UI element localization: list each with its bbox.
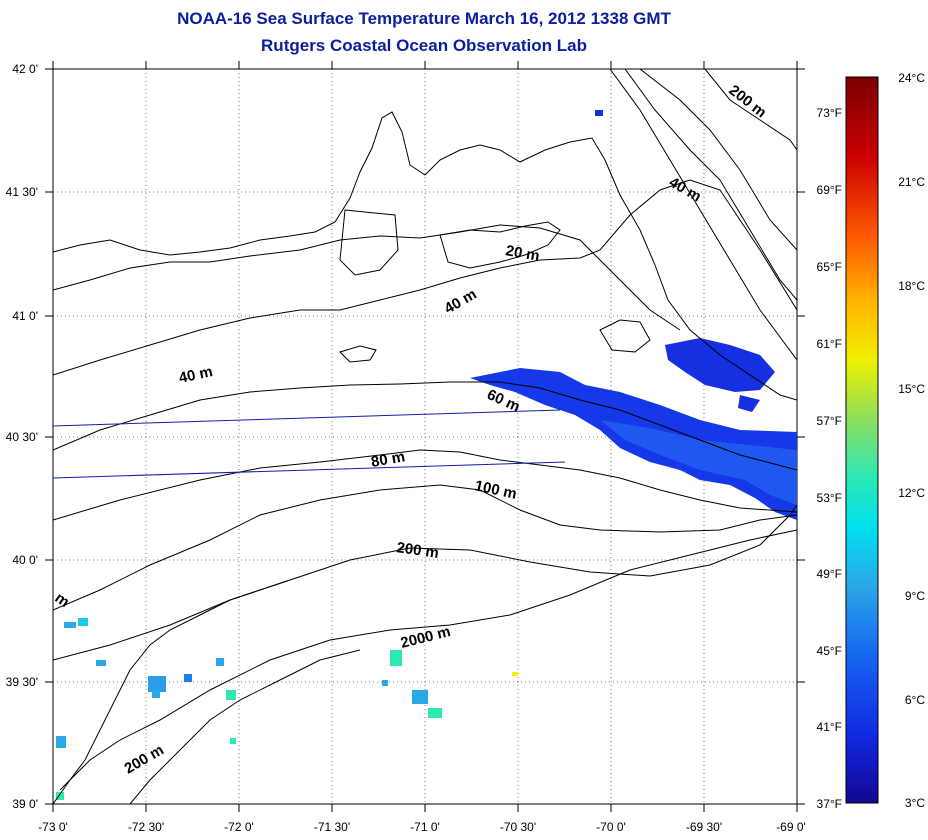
celsius-label: 24°C	[898, 71, 925, 85]
fahrenheit-label: 45°F	[817, 644, 842, 658]
bathymetry-contours	[53, 69, 797, 804]
lat-label: 40 30'	[6, 430, 38, 444]
sst-scattered-pixels	[56, 618, 518, 800]
fahrenheit-label: 41°F	[817, 720, 842, 734]
transect-lines	[53, 409, 566, 479]
lat-label: 41 0'	[12, 309, 38, 323]
contour-label: 200 m	[395, 539, 439, 562]
fahrenheit-label: 65°F	[817, 260, 842, 274]
frame-ticks	[45, 61, 805, 812]
longitude-labels: -73 0' -72 30' -72 0' -71 30' -71 0' -70…	[38, 820, 806, 834]
contour-label: 40 m	[177, 363, 214, 387]
lat-label: 41 30'	[6, 185, 38, 199]
fahrenheit-label: 73°F	[817, 106, 842, 120]
lat-label: 40 0'	[12, 553, 38, 567]
chart-subtitle: Rutgers Coastal Ocean Observation Lab	[261, 36, 587, 55]
lat-label: 39 0'	[12, 797, 38, 811]
lon-label: -71 30'	[314, 820, 350, 834]
lat-label: 42 0'	[12, 62, 38, 76]
lon-label: -72 0'	[224, 820, 254, 834]
chart-title: NOAA-16 Sea Surface Temperature March 16…	[177, 9, 671, 28]
lon-label: -71 0'	[410, 820, 440, 834]
lat-label: 39 30'	[6, 675, 38, 689]
fahrenheit-label: 53°F	[817, 491, 842, 505]
celsius-label: 21°C	[898, 175, 925, 189]
contour-label: 80 m	[370, 448, 407, 471]
lon-label: -73 0'	[38, 820, 68, 834]
lon-label: -70 30'	[500, 820, 536, 834]
lon-label: -69 30'	[686, 820, 722, 834]
latitude-labels: 42 0' 41 30' 41 0' 40 30' 40 0' 39 30' 3…	[6, 62, 38, 811]
celsius-label: 12°C	[898, 486, 925, 500]
fahrenheit-label: 57°F	[817, 414, 842, 428]
colorbar	[845, 76, 879, 804]
fahrenheit-labels: 73°F 69°F 65°F 61°F 57°F 53°F 49°F 45°F …	[817, 106, 842, 811]
coastline	[53, 111, 797, 401]
contour-label: 20 m	[504, 242, 541, 265]
celsius-label: 3°C	[905, 796, 925, 810]
graticule	[53, 69, 797, 804]
celsius-label: 15°C	[898, 382, 925, 396]
celsius-labels: 24°C 21°C 18°C 15°C 12°C 9°C 6°C 3°C	[898, 71, 925, 810]
lon-label: -72 30'	[128, 820, 164, 834]
celsius-label: 9°C	[905, 589, 925, 603]
fahrenheit-label: 61°F	[817, 337, 842, 351]
celsius-label: 18°C	[898, 279, 925, 293]
fahrenheit-label: 37°F	[817, 797, 842, 811]
fahrenheit-label: 49°F	[817, 567, 842, 581]
lon-label: -69 0'	[776, 820, 806, 834]
fahrenheit-label: 69°F	[817, 183, 842, 197]
lon-label: -70 0'	[596, 820, 626, 834]
sst-cold-patch	[470, 110, 797, 520]
celsius-label: 6°C	[905, 693, 925, 707]
